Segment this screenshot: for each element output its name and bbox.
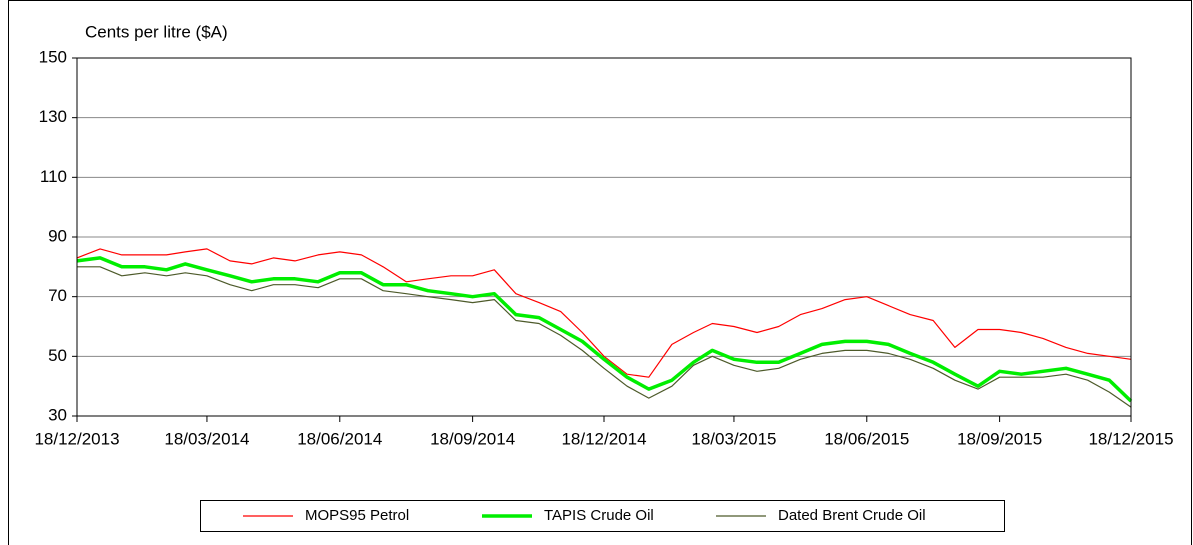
legend-label: TAPIS Crude Oil <box>544 507 654 524</box>
x-tick-label: 18/09/2014 <box>430 429 515 448</box>
series-line <box>77 266 1132 408</box>
x-tick-label: 18/03/2015 <box>691 429 776 448</box>
x-tick-label: 18/12/2014 <box>561 429 646 448</box>
x-tick-label: 18/03/2014 <box>164 429 249 448</box>
y-tick-label: 70 <box>48 286 67 305</box>
y-tick-label: 30 <box>48 405 67 424</box>
y-tick-label: 50 <box>48 346 67 365</box>
y-axis-label: Cents per litre ($A) <box>85 22 228 41</box>
y-tick-label: 150 <box>39 47 67 66</box>
x-tick-label: 18/12/2013 <box>34 429 119 448</box>
y-tick-label: 110 <box>40 167 67 186</box>
y-tick-label: 130 <box>39 107 67 126</box>
y-tick-label: 90 <box>48 226 67 245</box>
series-line <box>76 248 1132 378</box>
x-tick-label: 18/06/2014 <box>297 429 382 448</box>
legend-label: MOPS95 Petrol <box>305 507 409 524</box>
x-tick-label: 18/06/2015 <box>824 429 909 448</box>
plot-border <box>76 57 1132 417</box>
legend-box <box>200 500 1005 532</box>
x-tick-label: 18/12/2015 <box>1088 429 1173 448</box>
series-line <box>76 256 1133 403</box>
x-tick-label: 18/09/2015 <box>957 429 1042 448</box>
legend-label: Dated Brent Crude Oil <box>778 507 926 524</box>
